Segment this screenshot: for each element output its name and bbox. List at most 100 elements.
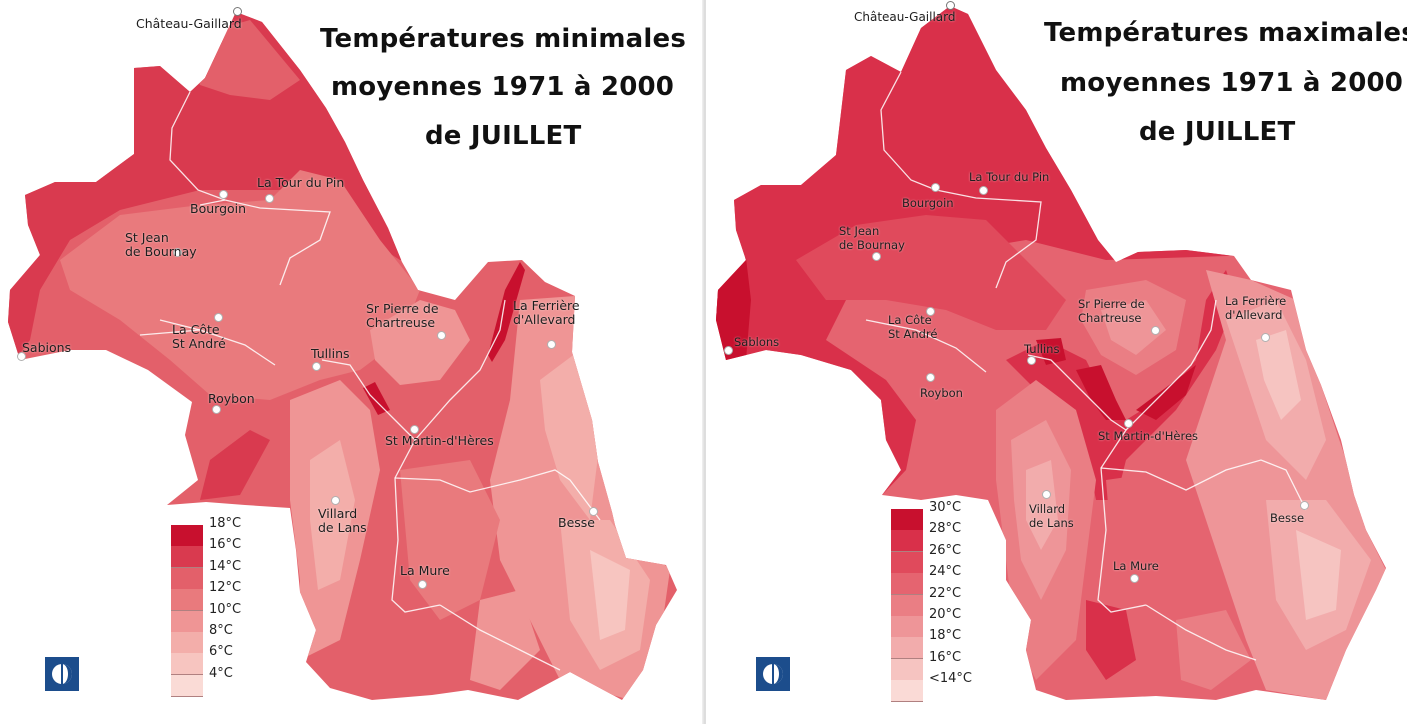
map-title-line-2: moyennes 1971 à 2000 [331, 72, 675, 102]
city-label-la-tour-du-pin: La Tour du Pin [257, 175, 345, 190]
city-dot [219, 190, 228, 199]
city-dot [17, 352, 26, 361]
legend-swatch [891, 680, 923, 703]
isere-map-minimales [8, 12, 677, 700]
city-dot [312, 362, 321, 371]
city-label-la-ferriere-dallevard: La Ferrière d'Allevard [1225, 294, 1287, 322]
city-dot [410, 425, 419, 434]
city-dot [1130, 574, 1139, 583]
city-dot [1042, 490, 1051, 499]
legend-swatch [171, 589, 203, 612]
legend-label: 16°C [209, 537, 242, 553]
map-title-line-3: de JUILLET [1139, 117, 1296, 147]
city-dot [931, 183, 940, 192]
panel-divider [702, 0, 708, 724]
legend-swatch [891, 551, 923, 574]
map-title-line-1: Températures maximales [1044, 18, 1407, 48]
legend-swatch [171, 610, 203, 633]
city-label-la-tour-du-pin: La Tour du Pin [969, 170, 1050, 184]
city-label-villard-de-lans: Villard de Lans [318, 506, 367, 535]
legend-label: 10°C [209, 601, 242, 617]
city-label-st-jean-de-bournay: St Jean de Bournay [839, 224, 905, 252]
city-label-besse: Besse [1270, 511, 1305, 525]
city-dot [979, 186, 988, 195]
map-panel-maximales: Températures maximales moyennes 1971 à 2… [706, 0, 1407, 724]
city-dot [724, 346, 733, 355]
legend-swatch [171, 653, 203, 676]
legend-maximales: 30°C 28°C 26°C 24°C 22°C 20°C 18°C 16°C <14°C [891, 500, 981, 704]
logo-mark-icon [763, 663, 783, 685]
legend-swatch [171, 567, 203, 590]
city-dot [1261, 333, 1270, 342]
city-dot [418, 580, 427, 589]
meteo-france-logo [45, 657, 79, 691]
legend-label: 14°C [209, 558, 242, 574]
city-label-bourgoin: Bourgoin [902, 196, 954, 210]
legend-minimales: 18°C 16°C 14°C 12°C 10°C 8°C 6°C 4°C [171, 516, 261, 700]
city-label-la-ferriere-dallevard: La Ferrière d'Allevard [513, 298, 580, 327]
city-label-st-martin-dheres: St Martin-d'Hères [385, 433, 494, 448]
city-label-la-cote-st-andre: La Côte St André [888, 313, 938, 341]
map-title-line-2: moyennes 1971 à 2000 [1060, 68, 1404, 98]
city-dot [946, 1, 955, 10]
legend-swatch [171, 546, 203, 569]
city-dot [926, 307, 935, 316]
city-dot [437, 331, 446, 340]
city-label-tullins: Tullins [1024, 342, 1060, 356]
legend-swatch [171, 632, 203, 654]
city-label-st-martin-dheres: St Martin-d'Hères [1098, 429, 1199, 443]
legend-label: 4°C [209, 665, 233, 681]
city-label-chateau-gaillard: Château-Gaillard [854, 10, 956, 24]
city-dot [547, 340, 556, 349]
legend-swatch [891, 616, 923, 638]
legend-label: 12°C [209, 580, 242, 596]
legend-label: 18°C [209, 516, 242, 531]
city-label-la-mure: La Mure [1113, 559, 1159, 573]
city-label-st-pierre-de-chartreuse: Sr Pierre de Chartreuse [1078, 297, 1145, 325]
city-label-besse: Besse [558, 515, 595, 530]
city-dot [1027, 356, 1036, 365]
city-dot [1300, 501, 1309, 510]
city-label-chateau-gaillard: Château-Gaillard [136, 16, 242, 31]
legend-label: 8°C [209, 623, 233, 638]
city-label-villard-de-lans: Villard de Lans [1029, 502, 1074, 530]
city-dot [1151, 326, 1160, 335]
legend-label: 24°C [929, 564, 962, 580]
meteo-france-logo [756, 657, 790, 691]
legend-label: 18°C [929, 628, 962, 644]
legend-label: <14°C [929, 671, 973, 687]
city-dot [214, 313, 223, 322]
legend-label: 28°C [929, 521, 962, 537]
legend-swatch [891, 573, 923, 596]
map-title-line-3: de JUILLET [425, 121, 582, 151]
city-label-bourgoin: Bourgoin [190, 201, 247, 216]
legend-label: 6°C [209, 644, 233, 660]
city-label-la-cote-st-andre: La Côte St André [172, 322, 226, 351]
legend-swatch [891, 530, 923, 553]
city-dot [212, 405, 221, 414]
legend-swatch [171, 525, 203, 547]
logo-mark-icon [52, 663, 72, 685]
city-dot [331, 496, 340, 505]
city-label-la-mure: La Mure [400, 563, 450, 578]
legend-label: 22°C [929, 585, 962, 601]
legend-label: 30°C [929, 500, 962, 515]
legend-swatch [171, 674, 203, 697]
city-label-st-jean-de-bournay: St Jean de Bournay [125, 230, 197, 259]
city-label-sablons: Sablons [734, 335, 780, 349]
legend-swatch [891, 637, 923, 660]
city-dot [233, 7, 242, 16]
legend-label: 16°C [929, 649, 962, 665]
city-label-sablons: Sabions [22, 340, 72, 355]
legend-swatch [891, 594, 923, 617]
city-dot [872, 252, 881, 261]
city-label-roybon: Roybon [208, 391, 255, 406]
city-dot [265, 194, 274, 203]
city-label-st-pierre-de-chartreuse: Sr Pierre de Chartreuse [366, 301, 439, 330]
legend-label: 26°C [929, 542, 962, 558]
city-label-roybon: Roybon [920, 386, 963, 400]
legend-label: 20°C [929, 607, 962, 622]
map-title-line-1: Températures minimales [320, 24, 687, 54]
legend-swatch [891, 509, 923, 531]
city-dot [926, 373, 935, 382]
